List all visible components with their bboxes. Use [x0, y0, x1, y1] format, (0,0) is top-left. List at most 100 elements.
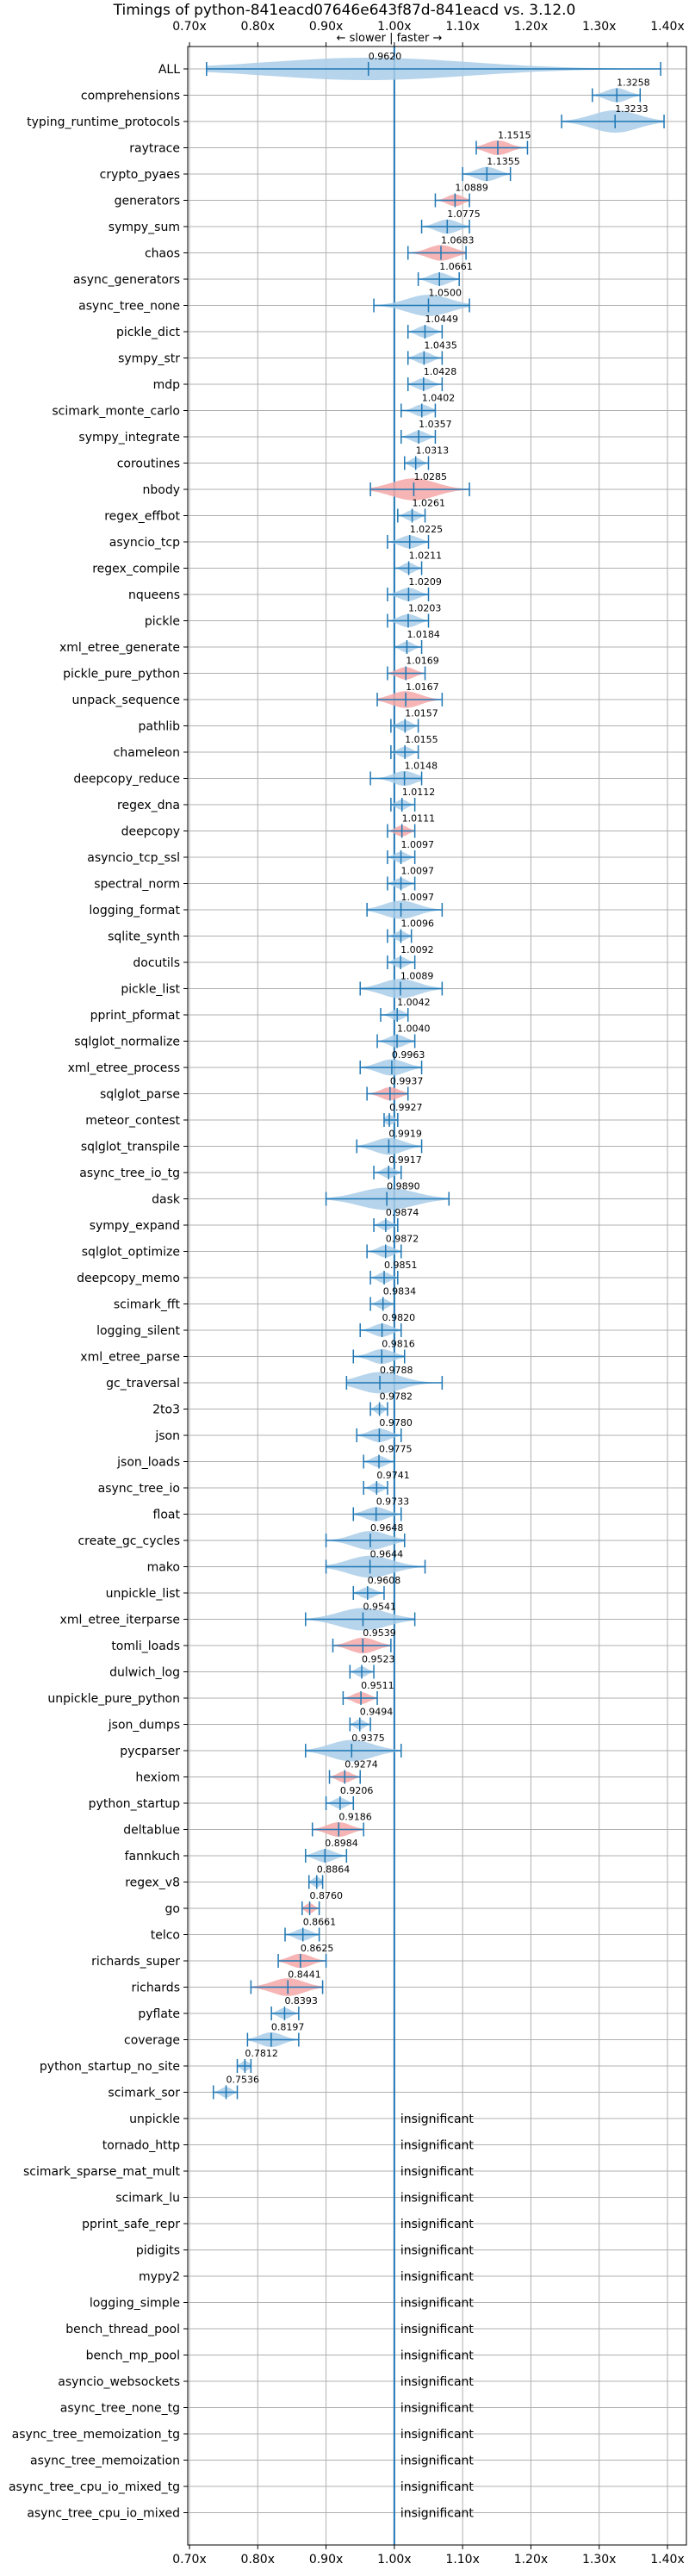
benchmark-label: python_startup: [89, 1797, 180, 1811]
benchmark-label: meteor_contest: [85, 1114, 180, 1128]
benchmark-label: async_tree_io: [98, 1482, 180, 1496]
insignificant-label: insignificant: [400, 2455, 475, 2468]
x-tick-label-bottom: 1.40x: [650, 2553, 684, 2567]
value-label: 0.9890: [387, 1181, 420, 1192]
x-tick-label-top: 1.00x: [377, 20, 411, 34]
value-label: 1.0042: [397, 997, 431, 1008]
benchmark-label: pidigits: [136, 2244, 180, 2258]
value-label: 1.0111: [402, 813, 436, 824]
benchmark-label: asyncio_websockets: [58, 2375, 180, 2389]
x-tick-label-top: 1.30x: [582, 20, 616, 34]
value-label: 0.7536: [226, 2075, 259, 2086]
benchmark-label: go: [165, 1902, 180, 1916]
benchmark-label: xml_etree_parse: [80, 1351, 180, 1365]
value-label: 0.9917: [388, 1154, 422, 1166]
value-label: 1.0184: [407, 629, 440, 640]
benchmark-label: xml_etree_iterparse: [60, 1614, 180, 1627]
benchmark-label: json_dumps: [108, 1719, 180, 1733]
value-label: 1.0167: [406, 681, 439, 693]
benchmark-label: regex_dna: [117, 799, 180, 812]
value-label: 0.9816: [382, 1339, 415, 1350]
value-label: 1.0889: [455, 183, 488, 194]
value-label: 1.0169: [406, 656, 439, 667]
labels: 0.70x 0.70x 0.80x 0.80x 0.90x 0.90x 1.00x 1.00x…: [9, 20, 685, 2567]
benchmark-label: json: [154, 1429, 180, 1443]
value-label: 0.9733: [376, 1496, 410, 1508]
value-label: 0.8864: [317, 1864, 351, 1876]
insignificant-label: insignificant: [400, 2323, 475, 2336]
benchmark-label: tornado_http: [102, 2139, 180, 2153]
value-label: 1.0040: [397, 1024, 431, 1035]
value-label: 0.9375: [351, 1733, 385, 1744]
value-label: 1.0225: [410, 524, 443, 535]
benchmark-label: sqlglot_normalize: [74, 1036, 180, 1049]
value-label: 1.0209: [408, 576, 442, 588]
benchmark-label: scimark_monte_carlo: [52, 405, 180, 419]
value-label: 1.0092: [400, 944, 434, 955]
benchmark-label: pickle_list: [121, 983, 180, 997]
benchmark-label: async_tree_cpu_io_mixed_tg: [9, 2480, 180, 2494]
insignificant-label: insignificant: [400, 2244, 475, 2258]
benchmark-label: raytrace: [129, 142, 180, 156]
benchmark-label: richards_super: [91, 1955, 180, 1969]
benchmark-label: deepcopy_reduce: [73, 773, 180, 787]
value-label: 1.1355: [487, 156, 520, 167]
insignificant-label: insignificant: [400, 2480, 475, 2494]
benchmark-label: nqueens: [128, 588, 180, 602]
benchmark-label: pickle_pure_python: [63, 668, 180, 681]
x-tick-label-top: 1.10x: [445, 20, 479, 34]
value-label: 0.8661: [303, 1917, 337, 1928]
value-label: 0.8393: [284, 1995, 318, 2007]
value-label: 1.0261: [413, 498, 446, 509]
value-label: 0.9644: [370, 1549, 404, 1560]
value-label: 0.8760: [310, 1890, 344, 1901]
value-label: 1.0211: [409, 551, 443, 562]
value-label: 1.0285: [413, 471, 447, 482]
benchmark-label: scimark_lu: [115, 2192, 180, 2206]
benchmark-label: chameleon: [114, 746, 180, 760]
benchmark-label: unpickle: [129, 2112, 180, 2126]
benchmark-label: sqlglot_optimize: [82, 1246, 180, 1260]
value-label: 1.0428: [424, 366, 457, 377]
benchmark-label: scimark_sparse_mat_mult: [23, 2165, 180, 2179]
value-label: 0.9186: [338, 1812, 372, 1823]
benchmark-label: pickle_dict: [116, 326, 181, 339]
benchmark-label: gc_traversal: [106, 1377, 180, 1391]
value-label: 0.9782: [380, 1391, 413, 1403]
benchmark-label: chaos: [145, 247, 180, 261]
insignificant-label: insignificant: [400, 2297, 475, 2311]
value-label: 0.9206: [340, 1785, 374, 1796]
benchmark-label: pyflate: [138, 2007, 180, 2021]
value-label: 1.0089: [400, 971, 434, 982]
benchmark-label: scimark_sor: [108, 2087, 180, 2100]
benchmark-label: deltablue: [123, 1824, 180, 1838]
benchmark-label: bench_thread_pool: [65, 2323, 180, 2336]
value-label: 0.9539: [363, 1627, 396, 1639]
x-tick-label-bottom: 1.20x: [514, 2553, 548, 2567]
insignificant-label: insignificant: [400, 2218, 475, 2231]
value-label: 0.9927: [389, 1102, 423, 1113]
value-label: 0.8197: [271, 2022, 305, 2033]
value-label: 1.0096: [400, 918, 434, 930]
insignificant-label: insignificant: [400, 2507, 475, 2521]
benchmark-label: sqlglot_transpile: [81, 1141, 180, 1154]
plot-frame: [187, 46, 687, 2546]
value-label: 0.7812: [245, 2048, 278, 2059]
benchmark-label: logging_silent: [96, 1324, 180, 1338]
benchmark-label: unpack_sequence: [72, 694, 180, 707]
benchmark-label: mypy2: [139, 2270, 180, 2284]
benchmark-label: unpickle_list: [106, 1587, 181, 1601]
benchmark-label: xml_etree_generate: [59, 641, 180, 655]
value-label: 0.9872: [386, 1234, 419, 1245]
benchmark-label: nbody: [143, 483, 181, 497]
benchmark-label: json_loads: [116, 1456, 180, 1470]
insignificant-label: insignificant: [400, 2112, 475, 2126]
value-label: 0.9963: [392, 1049, 425, 1061]
x-tick-label-top: 0.70x: [172, 20, 206, 34]
benchmark-label: richards: [132, 1982, 181, 1995]
benchmark-label: pprint_safe_repr: [82, 2218, 180, 2231]
benchmark-label: logging_format: [89, 904, 180, 918]
value-label: 0.9274: [344, 1759, 378, 1770]
benchmark-label: regex_compile: [92, 563, 180, 576]
violins: [206, 47, 665, 2545]
